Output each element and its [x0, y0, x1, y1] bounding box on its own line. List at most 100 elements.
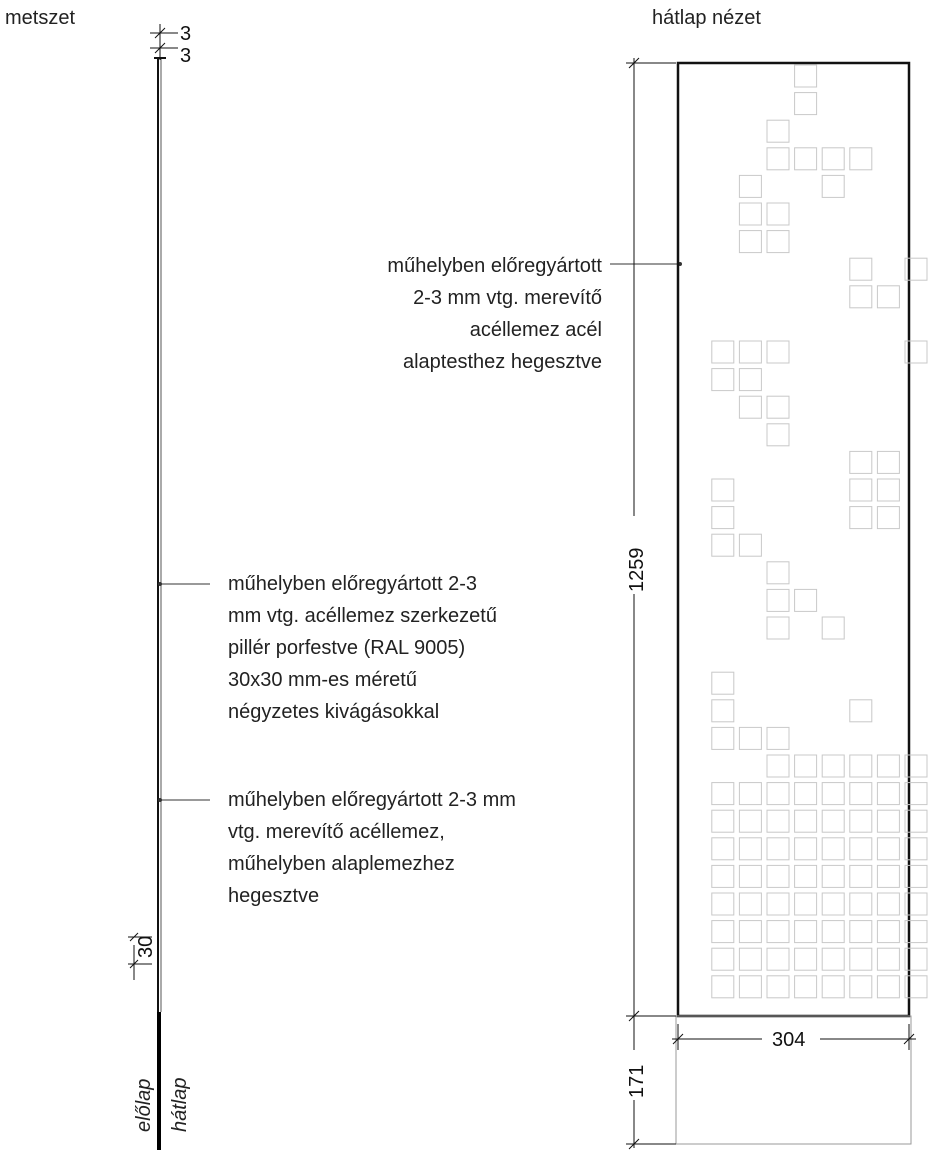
- cutout-square: [821, 616, 845, 640]
- cutout-square: [849, 699, 873, 723]
- width-dimension: 304: [672, 1024, 916, 1051]
- cutout-square: [821, 837, 845, 861]
- cutout-square: [904, 754, 928, 778]
- cutout-square: [738, 920, 762, 944]
- cutout-square: [821, 754, 845, 778]
- cutout-square: [711, 920, 735, 944]
- cutout-square: [849, 975, 873, 999]
- cutout-square: [794, 92, 818, 116]
- cutout-square: [876, 947, 900, 971]
- cutout-square: [738, 202, 762, 226]
- cutout-square: [766, 975, 790, 999]
- cutout-square: [904, 947, 928, 971]
- cutout-square: [711, 947, 735, 971]
- cutout-square: [904, 257, 928, 281]
- cutout-square: [794, 892, 818, 916]
- cutout-square: [849, 450, 873, 474]
- cutout-square: [738, 230, 762, 254]
- cutout-square: [821, 947, 845, 971]
- cutout-square: [711, 864, 735, 888]
- annotation-stiffener-line: alaptesthez hegesztve: [403, 351, 602, 373]
- cutout-square: [766, 340, 790, 364]
- cutout-square: [766, 119, 790, 143]
- cutout-square: [738, 864, 762, 888]
- section-profile: [154, 57, 166, 1150]
- cutout-square: [794, 147, 818, 171]
- cutout-square: [766, 837, 790, 861]
- cutout-square: [794, 588, 818, 612]
- dim-height-1259: 1259: [626, 548, 648, 593]
- cutout-square: [876, 754, 900, 778]
- cutout-square: [766, 616, 790, 640]
- annotation-stiffener-line: acéllemez acél: [470, 319, 602, 341]
- cutout-square: [849, 257, 873, 281]
- cutout-square: [794, 64, 818, 88]
- cutout-square: [849, 478, 873, 502]
- cutout-square: [821, 809, 845, 833]
- annotation-pillar-line: mm vtg. acéllemez szerkezetű: [228, 605, 497, 627]
- dim-top-2: 3: [180, 45, 191, 67]
- cutout-square: [849, 506, 873, 530]
- cutout-square: [849, 147, 873, 171]
- square-cutouts: [711, 64, 928, 999]
- cutout-square: [711, 782, 735, 806]
- cutout-square: [766, 230, 790, 254]
- cutout-square: [849, 782, 873, 806]
- cutout-square: [794, 975, 818, 999]
- cutout-square: [821, 782, 845, 806]
- height-dimension: 1259 171: [622, 57, 676, 1150]
- back-plate-label: hátlap: [169, 1078, 191, 1133]
- cutout-square: [794, 837, 818, 861]
- dim-bottom-30: 30: [135, 936, 157, 958]
- cutout-square: [738, 947, 762, 971]
- cutout-square: [876, 478, 900, 502]
- cutout-square: [904, 920, 928, 944]
- cutout-square: [711, 809, 735, 833]
- cutout-square: [821, 864, 845, 888]
- annotation-pillar-line: műhelyben előregyártott 2-3: [228, 573, 477, 595]
- cutout-square: [738, 809, 762, 833]
- cutout-square: [876, 892, 900, 916]
- annotation-stiffener-line: 2-3 mm vtg. merevítő: [413, 287, 602, 309]
- cutout-square: [821, 975, 845, 999]
- cutout-square: [876, 285, 900, 309]
- cutout-square: [904, 864, 928, 888]
- cutout-square: [711, 506, 735, 530]
- cutout-square: [738, 837, 762, 861]
- cutout-square: [849, 285, 873, 309]
- cutout-square: [711, 892, 735, 916]
- cutout-square: [766, 809, 790, 833]
- cutout-square: [766, 588, 790, 612]
- annotation-base-stiffener-line: vtg. merevítő acéllemez,: [228, 821, 445, 843]
- cutout-square: [738, 340, 762, 364]
- cutout-square: [766, 782, 790, 806]
- cutout-square: [794, 782, 818, 806]
- cutout-square: [794, 809, 818, 833]
- cutout-square: [738, 782, 762, 806]
- cutout-square: [711, 975, 735, 999]
- cutout-square: [849, 864, 873, 888]
- annotation-stiffener: műhelyben előregyártott 2-3 mm vtg. mere…: [387, 255, 602, 373]
- cutout-square: [821, 892, 845, 916]
- cutout-square: [711, 699, 735, 723]
- annotation-pillar-line: négyzetes kivágásokkal: [228, 701, 439, 723]
- cutout-square: [876, 450, 900, 474]
- cutout-square: [849, 920, 873, 944]
- annotation-base-stiffener: műhelyben előregyártott 2-3 mm vtg. mere…: [228, 789, 516, 907]
- cutout-square: [849, 837, 873, 861]
- cutout-square: [766, 423, 790, 447]
- cutout-square: [876, 864, 900, 888]
- section-leaders: [158, 582, 210, 802]
- cutout-square: [711, 478, 735, 502]
- cutout-square: [711, 368, 735, 392]
- cutout-square: [738, 368, 762, 392]
- section-view-title: metszet: [5, 7, 75, 29]
- cutout-square: [849, 947, 873, 971]
- cutout-square: [904, 782, 928, 806]
- cutout-square: [821, 174, 845, 198]
- back-view-title: hátlap nézet: [652, 7, 761, 29]
- cutout-square: [711, 837, 735, 861]
- cutout-square: [738, 533, 762, 557]
- cutout-square: [738, 892, 762, 916]
